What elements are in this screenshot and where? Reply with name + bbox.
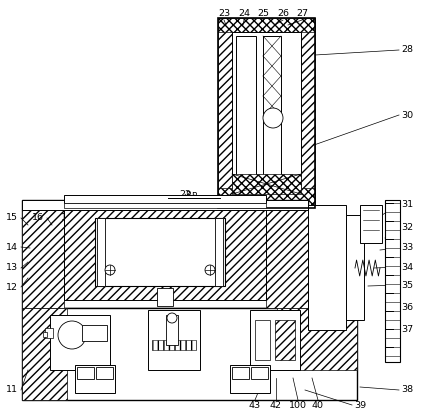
Text: 15: 15 xyxy=(6,213,18,222)
Text: 40: 40 xyxy=(312,400,324,410)
Text: 37: 37 xyxy=(401,325,413,334)
Text: →B: →B xyxy=(180,191,192,200)
Bar xyxy=(152,340,196,350)
Bar xyxy=(22,200,64,308)
Text: 20: 20 xyxy=(147,213,159,222)
Bar xyxy=(95,218,225,286)
Bar xyxy=(82,325,107,341)
Bar xyxy=(218,18,315,32)
Text: 30: 30 xyxy=(401,110,413,120)
Bar xyxy=(96,367,113,379)
Text: 11: 11 xyxy=(6,386,18,395)
Bar xyxy=(346,215,364,320)
Text: 32: 32 xyxy=(401,224,413,232)
Bar xyxy=(277,308,357,370)
Text: 22: 22 xyxy=(179,190,191,200)
Text: 17: 17 xyxy=(61,213,73,222)
Text: 19: 19 xyxy=(118,213,130,222)
Bar xyxy=(166,315,178,345)
Bar xyxy=(215,218,223,286)
Bar xyxy=(301,18,315,208)
Bar xyxy=(97,218,105,286)
Bar xyxy=(308,205,346,330)
Text: 39: 39 xyxy=(354,400,366,410)
Bar xyxy=(251,367,268,379)
Bar xyxy=(385,200,400,362)
Bar xyxy=(360,205,382,243)
Text: 100: 100 xyxy=(289,400,307,410)
Bar xyxy=(43,332,47,337)
Circle shape xyxy=(105,265,115,275)
Text: 27: 27 xyxy=(296,10,308,19)
Circle shape xyxy=(263,108,283,128)
Text: A: A xyxy=(99,364,105,373)
Circle shape xyxy=(167,313,177,323)
Text: 14: 14 xyxy=(6,242,18,251)
Bar xyxy=(266,200,308,308)
Bar xyxy=(64,203,266,208)
Text: 25: 25 xyxy=(257,10,269,19)
Text: 33: 33 xyxy=(401,244,413,252)
Text: 23: 23 xyxy=(218,10,230,19)
Text: ↳B: ↳B xyxy=(252,378,265,386)
Text: 43: 43 xyxy=(249,400,261,410)
Text: 13: 13 xyxy=(6,264,18,273)
Bar xyxy=(232,367,249,379)
Bar xyxy=(236,36,256,178)
Bar xyxy=(22,200,308,210)
Bar xyxy=(250,310,300,370)
Text: 18: 18 xyxy=(90,213,102,222)
Bar xyxy=(64,210,266,300)
Bar xyxy=(50,315,110,370)
Text: 34: 34 xyxy=(401,263,413,271)
Text: 26: 26 xyxy=(277,10,289,19)
Bar xyxy=(218,18,232,208)
Text: 36: 36 xyxy=(401,303,413,312)
Text: 16: 16 xyxy=(32,213,44,222)
Text: 31: 31 xyxy=(401,200,413,210)
Bar xyxy=(64,195,266,203)
Bar xyxy=(218,188,315,208)
Bar xyxy=(275,320,295,360)
Text: 24: 24 xyxy=(238,10,250,19)
Text: 35: 35 xyxy=(401,281,413,290)
Text: 21: 21 xyxy=(177,213,189,222)
Bar xyxy=(232,32,301,188)
Bar xyxy=(218,18,315,208)
Bar xyxy=(22,200,308,308)
Text: 12: 12 xyxy=(6,283,18,291)
Bar xyxy=(22,308,67,400)
Bar xyxy=(232,174,301,194)
Bar xyxy=(157,288,173,306)
Circle shape xyxy=(58,321,86,349)
Text: →B: →B xyxy=(186,193,198,202)
Bar xyxy=(263,36,281,178)
Bar xyxy=(22,308,357,400)
Bar xyxy=(230,365,270,393)
Bar xyxy=(77,367,94,379)
Circle shape xyxy=(205,265,215,275)
Bar xyxy=(75,365,115,393)
Text: 28: 28 xyxy=(401,46,413,54)
Bar xyxy=(45,328,53,338)
Bar xyxy=(148,310,200,370)
Text: 42: 42 xyxy=(270,400,282,410)
Bar xyxy=(255,320,270,360)
Text: 38: 38 xyxy=(401,386,413,395)
